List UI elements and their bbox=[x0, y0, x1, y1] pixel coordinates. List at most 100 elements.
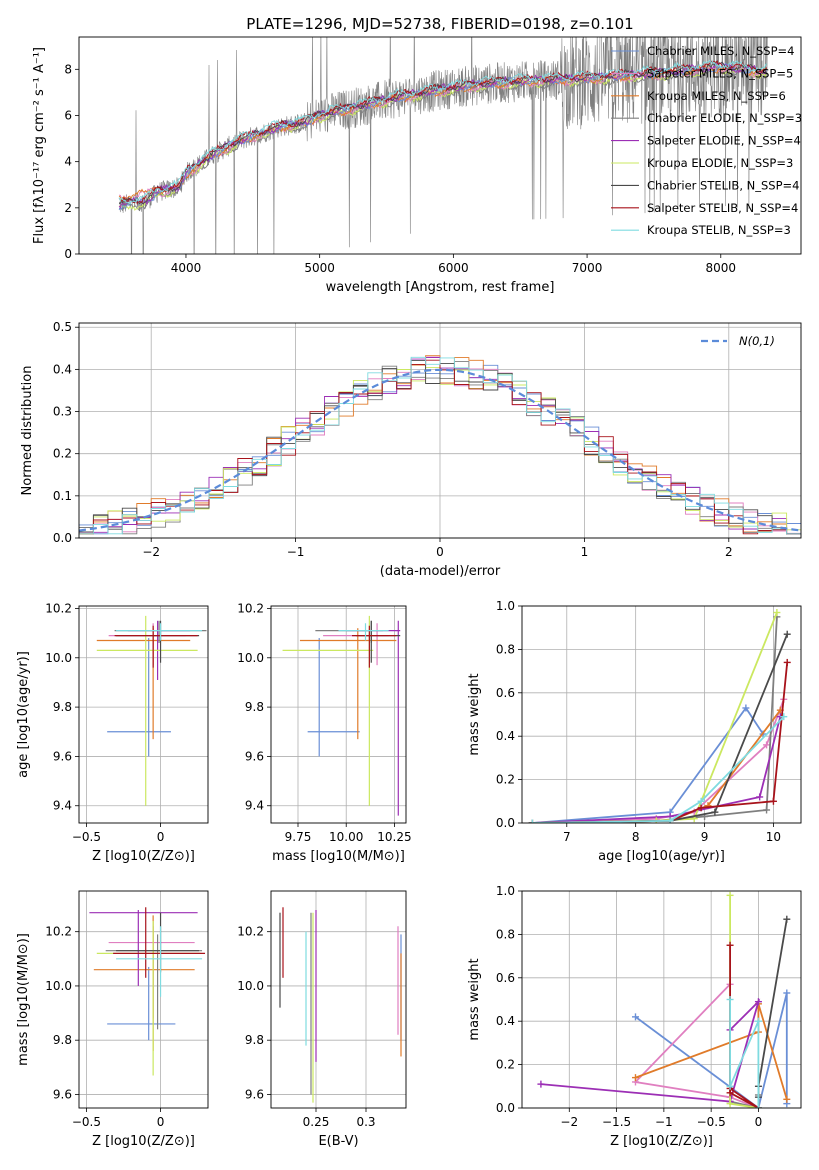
y-tick-label: 1.0 bbox=[496, 599, 515, 613]
plot-area-weight_vs_Z bbox=[537, 891, 791, 1108]
errorbar-salpeter_stelib bbox=[113, 907, 206, 978]
axes-frame bbox=[521, 890, 802, 1109]
y-tick-label: 0.4 bbox=[53, 362, 72, 376]
legend-entry: Salpeter STELIB, N_SSP=4 bbox=[647, 201, 798, 215]
y-tick-label: 0.0 bbox=[53, 531, 72, 545]
errorbar-salpeter_stelib bbox=[114, 625, 198, 668]
x-axis-label: E(B-V) bbox=[318, 1134, 358, 1149]
axes-frame bbox=[78, 890, 209, 1109]
x-tick-label: 5000 bbox=[304, 261, 335, 275]
x-tick-label: −0.5 bbox=[72, 830, 101, 844]
errorbar-kroupa_elodie bbox=[96, 615, 198, 806]
y-tick-label: 0.4 bbox=[496, 729, 515, 743]
figure-title: PLATE=1296, MJD=52738, FIBERID=0198, z=0… bbox=[246, 15, 633, 33]
weight-line-salpeter_miles bbox=[633, 983, 759, 1108]
y-tick-label: 9.6 bbox=[245, 1087, 264, 1101]
y-tick-label: 0.2 bbox=[53, 447, 72, 461]
plot-area-age_vs_mass bbox=[282, 615, 401, 816]
x-tick-label: 8 bbox=[632, 830, 640, 844]
weight-line-salpeter_elodie bbox=[540, 998, 761, 1103]
panel-mass_vs_ebv: 0.25 0.3 9.6 9.8 10.0 10.2 E(B-V) bbox=[237, 890, 407, 1149]
errorbar-chabrier_miles bbox=[307, 638, 360, 757]
y-tick-label: 4 bbox=[64, 155, 72, 169]
errorbar-kroupa_elodie bbox=[282, 615, 374, 806]
errorbar-chabrier_elodie bbox=[105, 934, 203, 1030]
legend-entry: Kroupa STELIB, N_SSP=3 bbox=[647, 223, 791, 237]
legend-entry: Chabrier MILES, N_SSP=4 bbox=[647, 44, 794, 58]
model-spectrum-kroupa_elodie bbox=[119, 66, 767, 211]
x-tick-label: 0 bbox=[755, 1115, 763, 1129]
errorbar-kroupa_miles bbox=[96, 628, 191, 740]
y-tick-label: 0.0 bbox=[496, 816, 515, 830]
axes-frame bbox=[270, 605, 407, 824]
legend-entry: Kroupa MILES, N_SSP=6 bbox=[647, 89, 786, 103]
plot-area-age_vs_Z bbox=[96, 615, 207, 806]
y-tick-label: 1.0 bbox=[496, 884, 515, 898]
x-axis-label: Z [log10(Z/Z⊙)] bbox=[92, 1134, 195, 1149]
errorbar-chabrier_stelib bbox=[355, 620, 401, 663]
y-tick-label: 10.2 bbox=[45, 925, 72, 939]
errorbar-salpeter_miles bbox=[108, 926, 195, 1019]
y-tick-label: 9.4 bbox=[245, 799, 264, 813]
y-tick-label: 0.2 bbox=[496, 1058, 515, 1072]
errorbar-salpeter_miles bbox=[323, 623, 389, 666]
y-tick-label: 10.0 bbox=[45, 651, 72, 665]
x-tick-label: −0.5 bbox=[697, 1115, 726, 1129]
panel-residuals: −2 −1 0 1 2 0.0 0.1 0.2 0.3 0.4 0.5 (data-model)/er… bbox=[20, 320, 802, 579]
plot-area-mass_vs_Z bbox=[89, 907, 206, 1076]
axes-frame bbox=[78, 322, 802, 539]
plot-area-residuals bbox=[79, 355, 801, 538]
y-tick-label: 0.0 bbox=[496, 1101, 515, 1115]
legend-entry: N(0,1) bbox=[739, 334, 775, 348]
x-tick-label: −2 bbox=[560, 1115, 578, 1129]
x-tick-label: 0.3 bbox=[356, 1115, 375, 1129]
normal-curve bbox=[79, 368, 801, 532]
y-tick-label: 0.8 bbox=[496, 927, 515, 941]
x-axis-label: age [log10(age/yr)] bbox=[598, 849, 725, 864]
y-tick-label: 0 bbox=[64, 247, 72, 261]
x-tick-label: 9 bbox=[701, 830, 709, 844]
x-tick-label: 1 bbox=[581, 545, 589, 559]
x-tick-label: −1.5 bbox=[602, 1115, 631, 1129]
plot-area-weight_vs_age bbox=[528, 609, 791, 823]
y-tick-label: 10.2 bbox=[45, 601, 72, 615]
y-tick-label: 8 bbox=[64, 62, 72, 76]
x-tick-label: 0.25 bbox=[303, 1115, 330, 1129]
errorbar-chabrier_miles bbox=[107, 638, 171, 757]
model-spectrum-salpeter_miles bbox=[118, 65, 767, 202]
errorbar-kroupa_stelib bbox=[338, 623, 389, 641]
x-tick-label: −1 bbox=[655, 1115, 673, 1129]
panel-spectrum: 4000 5000 6000 7000 8000 0 2 4 6 8 wavelength [Ang… bbox=[32, 36, 802, 295]
errorbar-salpeter_elodie bbox=[89, 909, 198, 986]
y-tick-label: 10.0 bbox=[237, 651, 264, 665]
plot-area-mass_vs_ebv bbox=[279, 907, 402, 1103]
y-tick-label: 0.8 bbox=[496, 642, 515, 656]
x-tick-label: −2 bbox=[142, 545, 160, 559]
y-tick-label: 9.4 bbox=[53, 799, 72, 813]
weight-line-kroupa_elodie bbox=[532, 612, 778, 823]
y-tick-label: 0.2 bbox=[496, 773, 515, 787]
y-tick-label: 9.8 bbox=[53, 1033, 72, 1047]
x-tick-label: −0.5 bbox=[72, 1115, 101, 1129]
x-tick-label: 4000 bbox=[171, 261, 202, 275]
y-tick-label: 10.2 bbox=[237, 925, 264, 939]
legend-entry: Chabrier STELIB, N_SSP=4 bbox=[647, 178, 799, 192]
y-axis-label: age [log10(age/yr)] bbox=[16, 651, 31, 778]
x-tick-label: −1 bbox=[287, 545, 305, 559]
x-axis-label: Z [log10(Z/Z⊙)] bbox=[92, 849, 195, 864]
x-axis-label: Z [log10(Z/Z⊙)] bbox=[610, 1134, 713, 1149]
y-tick-label: 0.1 bbox=[53, 489, 72, 503]
legend-entry: Salpeter ELODIE, N_SSP=4 bbox=[647, 134, 801, 148]
axes-frame bbox=[78, 605, 209, 824]
x-axis-label: mass [log10(M/M⊙)] bbox=[272, 849, 405, 864]
y-axis-label: mass weight bbox=[467, 673, 482, 755]
weight-line-kroupa_stelib bbox=[532, 716, 785, 823]
y-tick-label: 10.0 bbox=[45, 979, 72, 993]
x-tick-label: 7000 bbox=[572, 261, 603, 275]
x-axis-label: wavelength [Angstrom, rest frame] bbox=[326, 280, 555, 295]
x-tick-label: 10.25 bbox=[377, 830, 411, 844]
y-tick-label: 0.4 bbox=[496, 1014, 515, 1028]
axes-frame bbox=[78, 36, 802, 255]
